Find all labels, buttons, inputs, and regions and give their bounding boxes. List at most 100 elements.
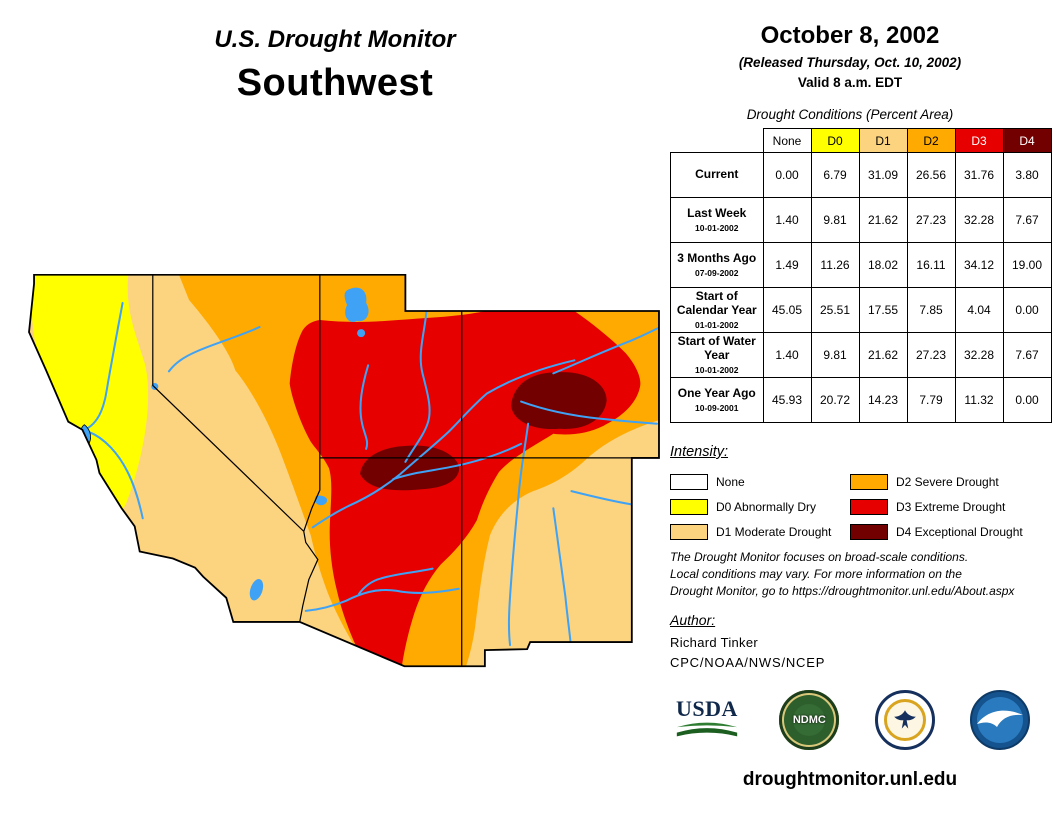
river-gila [304,587,460,612]
legend-label: D0 Abnormally Dry [716,499,817,514]
table-value-cell: 0.00 [1002,377,1052,423]
lakes [80,287,369,601]
table-value-cell: 7.67 [1002,332,1052,378]
table-value-cell: 11.32 [954,377,1004,423]
table-value-cell: 0.00 [1002,287,1052,333]
legend-label: D2 Severe Drought [896,474,999,489]
table-value-cell: 21.62 [858,332,908,378]
usda-logo-text: USDA [676,695,738,721]
table-value-cell: 7.79 [906,377,956,423]
table-value-cell: 21.62 [858,197,908,243]
table-row: Start of Water Year 10-01-2002 1.40 9.81 21.… [670,332,1052,378]
usda-swoosh-icon [676,722,738,736]
table-corner-cell [670,128,763,153]
drought-conditions-table: None D0 D1 D2 D3 D4 Current 0.00 6.79 31.09 26.56… [670,128,1052,423]
rivers [87,301,659,647]
layer-d4-utah-arizona [360,445,460,491]
valid-time: Valid 8 a.m. EDT [797,75,903,90]
info-panel: October 8, 2002 (Released Thursday, Oct.… [670,22,1052,423]
table-row: Last Week 10-01-2002 1.40 9.81 21.62 27.23 32.… [670,197,1052,243]
table-value-cell: 16.11 [906,242,956,288]
river-canadian [570,490,632,506]
state-borders [152,274,659,667]
table-value-cell: 19.00 [1002,242,1052,288]
author-org: CPC/NOAA/NWS/NCEP [670,655,826,670]
table-row: Current 0.00 6.79 31.09 26.56 31.76 3.80 [670,152,1052,198]
table-value-cell: 1.40 [762,197,812,243]
column-header-d3: D3 [954,128,1004,153]
eagle-icon [893,710,916,729]
table-value-cell: 7.67 [1002,197,1052,243]
table-value-cell: 32.28 [954,332,1004,378]
logo-row: USDA NDMC [670,690,1030,750]
river-south-platte [552,327,659,375]
table-value-cell: 27.23 [906,197,956,243]
legend-label: D4 Exceptional Drought [896,524,1023,539]
legend-item: None [670,469,850,494]
river-rio-grande [507,422,530,647]
table-value-cell: 17.55 [858,287,908,333]
column-header-d4: D4 [1002,128,1052,153]
table-value-cell: 31.09 [858,152,908,198]
table-row: Start of Calendar Year 01-01-2002 45.05 25.… [670,287,1052,333]
site-url: droughtmonitor.unl.edu [742,769,958,790]
title-block: U.S. Drought Monitor Southwest [130,26,540,105]
legend-grid: None D0 Abnormally Dry D1 Moderate Drought… [670,469,1042,544]
commerce-seal-icon [874,690,935,750]
region-title: Southwest [236,62,434,104]
author-block: Author: Richard Tinker CPC/NOAA/NWS/NCEP [670,612,825,670]
legend-swatch [670,498,708,515]
ndmc-logo-text: NDMC [792,714,826,726]
river-green [404,309,431,463]
legend-swatch [670,523,708,540]
river-sevier [359,364,370,450]
drought-map [28,273,660,668]
table-row: 3 Months Ago 07-09-2002 1.49 11.26 18.02 16.1… [670,242,1052,288]
river-pecos [552,507,572,643]
table-value-cell: 0.00 [762,152,812,198]
table-value-cell: 6.79 [810,152,860,198]
table-value-cell: 25.51 [810,287,860,333]
legend-label: D3 Extreme Drought [896,499,1006,514]
legend-swatch [670,473,708,490]
column-header-d0: D0 [810,128,860,153]
author-heading: Author: [670,612,716,628]
map-date: October 8, 2002 [760,22,940,49]
column-header-none: None [762,128,812,153]
great-salt-lake [344,287,369,322]
usda-logo: USDA [670,695,744,743]
noaa-seal-icon [969,690,1030,750]
row-label: Last Week 10-01-2002 [670,197,764,243]
legend-swatch [850,523,888,540]
river-arkansas [520,400,658,425]
noaa-logo [969,690,1030,750]
table-value-cell: 9.81 [810,332,860,378]
river-humboldt [167,326,261,373]
author-name: Richard Tinker [670,635,759,650]
column-header-d1: D1 [858,128,908,153]
legend-item: D2 Severe Drought [850,469,1030,494]
layer-d4-colorado [511,372,607,430]
legend-swatch [850,498,888,515]
legend-label: None [716,474,745,489]
table-value-cell: 14.23 [858,377,908,423]
row-label: Start of Water Year 10-01-2002 [670,332,764,378]
region-outline [28,273,660,668]
legend-block: Intensity: None D0 Abnormally Dry D1 Moder… [670,444,1042,544]
row-label: One Year Ago 10-09-2001 [670,377,764,423]
table-value-cell: 34.12 [954,242,1004,288]
table-row: One Year Ago 10-09-2001 45.93 20.72 14.23 7.7… [670,377,1052,423]
table-value-cell: 18.02 [858,242,908,288]
table-value-cell: 20.72 [810,377,860,423]
table-body: Current 0.00 6.79 31.09 26.56 31.76 3.80 Last W… [670,152,1052,423]
row-label: Start of Calendar Year 01-01-2002 [670,287,764,333]
ndmc-logo: NDMC [779,690,840,750]
commerce-seal-inner [883,699,926,741]
table-value-cell: 45.05 [762,287,812,333]
river-colorado [311,359,576,529]
row-label: Current [670,152,764,198]
table-value-cell: 11.26 [810,242,860,288]
salton-sea [249,579,264,601]
utah-lake [357,329,366,338]
legend-item: D4 Exceptional Drought [850,519,1030,544]
